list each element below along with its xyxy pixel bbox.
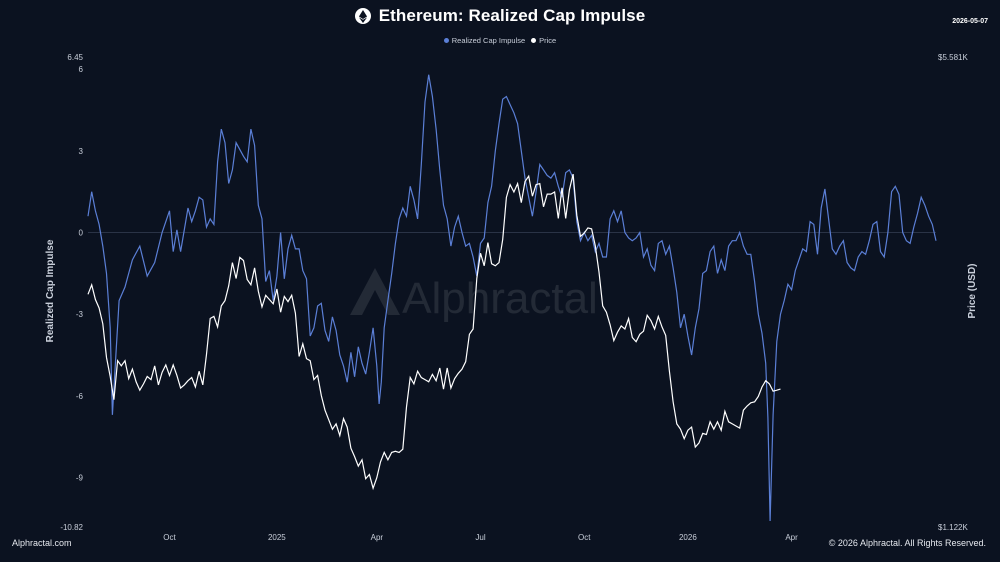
series-line-price [87,173,781,491]
left-tick-label: -3 [76,310,84,319]
left-tick-label: -6 [76,392,84,401]
right-tick-label: $5.581K [938,53,968,62]
left-tick-label: -10.82 [60,523,83,532]
x-tick-label: Apr [371,533,384,542]
watermark-logo-shape [350,268,400,315]
ethereum-diamond-icon [358,9,367,23]
chart-header: Ethereum: Realized Cap Impulse [0,6,1000,26]
right-axis-title: Price (USD) [967,263,978,318]
legend-item-impulse[interactable]: Realized Cap Impulse [443,36,526,45]
watermark-text: Alphractal [402,274,598,323]
left-tick-label: -9 [76,473,84,482]
left-tick-label: 3 [79,147,84,156]
chart-title: Ethereum: Realized Cap Impulse [378,6,646,25]
right-axis-ticks: $5.581K $1.122K [938,53,968,532]
left-tick-label: 6 [79,65,84,74]
legend-item-price[interactable]: Price [531,36,556,45]
legend-swatch-price [531,38,537,43]
x-tick-label: 2025 [268,533,286,542]
x-tick-label: Jul [475,533,485,542]
x-axis-ticks: Oct 2025 Apr Jul Oct 2026 Apr [163,533,798,542]
legend-label-impulse: Realized Cap Impulse [451,36,526,45]
x-tick-label: Oct [163,533,176,542]
x-tick-label: Oct [578,533,591,542]
x-tick-label: 2026 [679,533,697,542]
footer-copyright: © 2026 Alphractal. All Rights Reserved. [828,538,986,548]
ethereum-icon [354,8,371,24]
left-axis-ticks: 6.45 6 3 0 -3 -6 -9 -10.82 [60,53,83,532]
chart-date: 2026-05-07 [952,18,988,25]
x-tick-label: Apr [785,533,798,542]
left-axis-title: Realized Cap Impulse [45,239,56,342]
chart-legend: Realized Cap Impulse Price [0,36,1000,45]
right-tick-label: $1.122K [938,523,968,532]
legend-swatch-impulse [443,38,449,43]
footer-site[interactable]: Alphractal.com [12,538,72,548]
left-tick-label: 0 [79,229,84,238]
watermark-logo [350,268,400,315]
left-tick-label: 6.45 [67,53,83,62]
series-line-realized-cap-impulse [87,74,937,522]
legend-label-price: Price [539,36,557,45]
